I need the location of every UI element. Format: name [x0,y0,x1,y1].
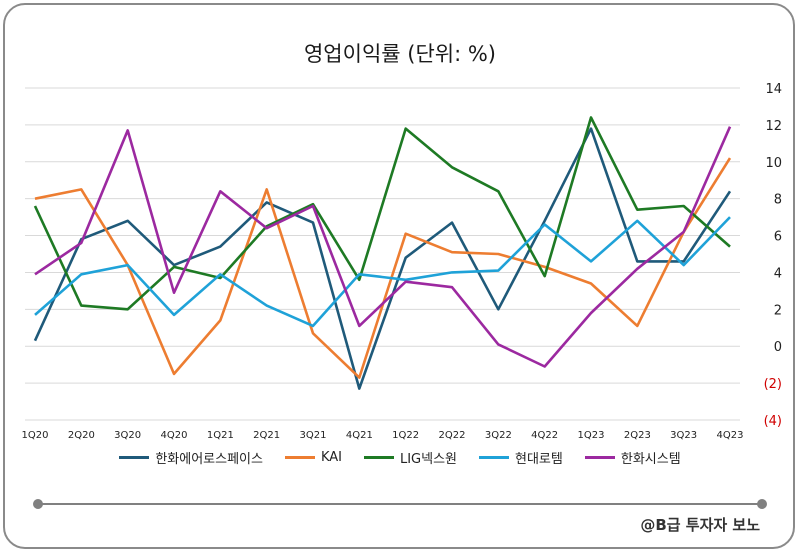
x-tick-label: 1Q22 [392,430,419,441]
x-tick-label: 1Q21 [207,430,234,441]
x-tick-label: 2Q22 [439,430,466,441]
x-tick-label: 4Q22 [531,430,558,441]
legend-swatch [479,456,510,459]
y-tick-label: 4 [774,266,782,281]
legend-entry: LIG넥스원 [363,448,458,467]
legend-swatch [363,456,394,459]
y-tick-label: 14 [765,82,782,97]
legend-label: KAI [320,450,342,465]
chart-frame [3,3,795,549]
legend-entry: 현대로템 [479,448,563,467]
x-tick-label: 1Q20 [22,430,49,441]
legend-label: 한화시스템 [620,452,681,467]
legend-label: 한화에어로스페이스 [155,452,263,467]
x-tick-label: 2Q20 [68,430,95,441]
legend-label: LIG넥스원 [399,452,458,467]
slider-right-dot [757,499,767,509]
legend-entry: KAI [284,448,342,467]
legend-swatch [284,456,315,459]
x-tick-label: 3Q22 [485,430,512,441]
chart-title: 영업이익률 (단위: %) [303,42,496,66]
y-tick-label: 6 [774,230,782,245]
series-line [33,127,732,390]
y-tick-label: (2) [764,377,782,392]
chart-legend: 한화에어로스페이스 KAI LIG넥스원 현대로템 한화시스템 [0,448,800,467]
legend-entry: 한화시스템 [584,448,681,467]
y-tick-label: 2 [774,303,782,318]
y-tick-label: 8 [774,193,782,208]
x-tick-label: 2Q23 [624,430,651,441]
y-tick-label: (4) [764,414,782,429]
x-tick-label: 4Q21 [346,430,373,441]
x-tick-label: 3Q20 [114,430,141,441]
x-tick-label: 4Q23 [717,430,744,441]
series-line [34,126,732,368]
x-tick-label: 4Q20 [161,430,188,441]
x-tick-label: 3Q21 [300,430,327,441]
footer-divider [38,503,762,505]
legend-label: 현대로템 [515,452,563,467]
y-tick-label: 0 [774,340,782,355]
legend-entry: 한화에어로스페이스 [119,448,263,467]
legend-swatch [119,456,150,459]
series-line [34,157,732,379]
y-tick-label: 12 [765,119,782,134]
series-line [34,216,731,328]
legend-swatch [584,456,615,459]
author-credit: @B급 투자자 보노 [640,516,760,534]
y-tick-label: 10 [765,156,782,171]
x-tick-label: 3Q23 [670,430,697,441]
x-tick-label: 1Q23 [578,430,605,441]
x-tick-label: 2Q21 [253,430,280,441]
